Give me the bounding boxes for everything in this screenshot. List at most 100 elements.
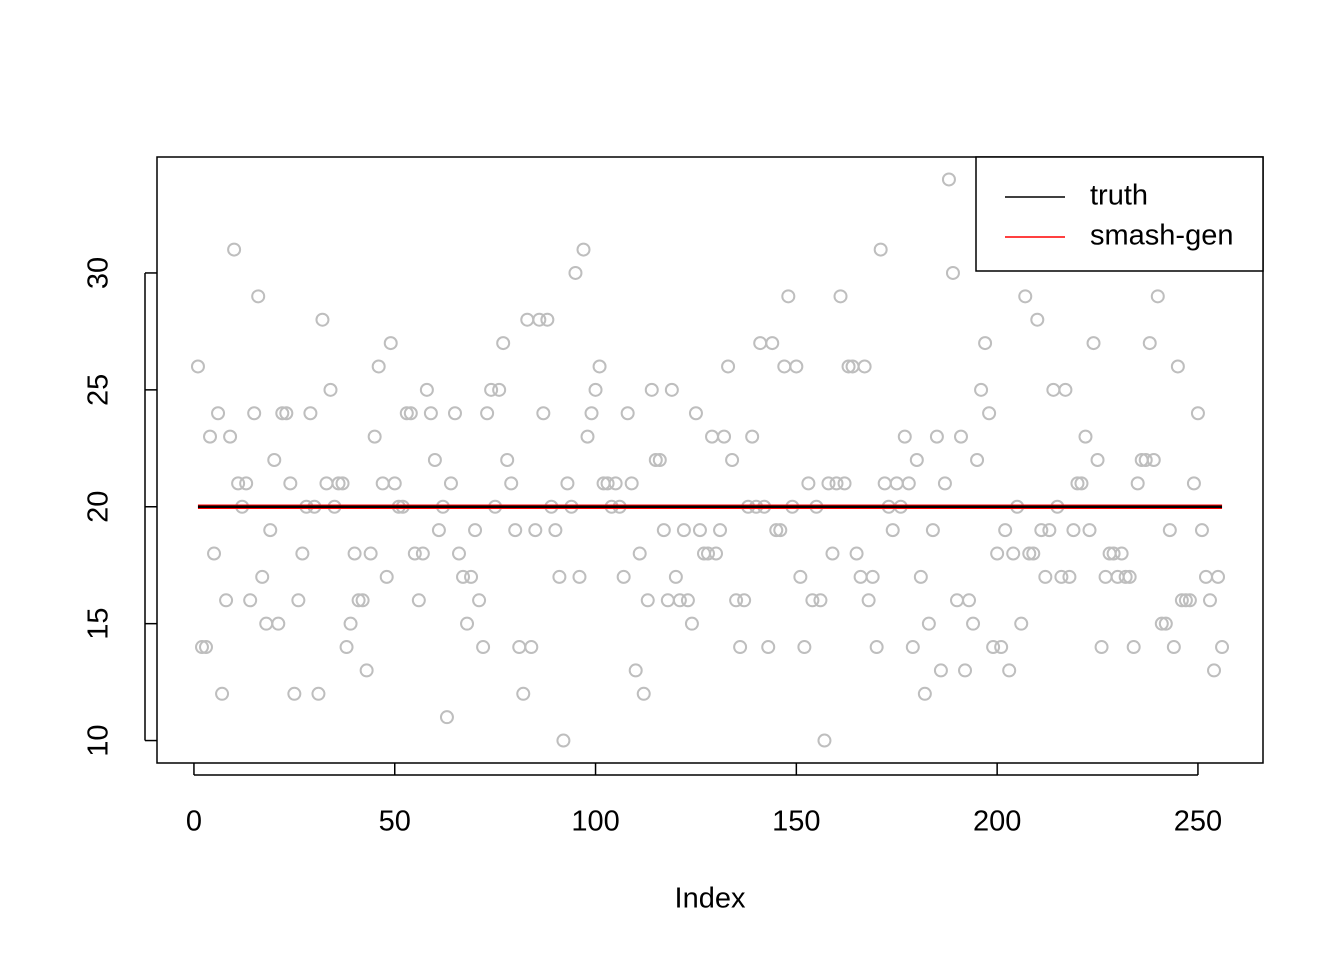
point	[480, 406, 495, 421]
point	[648, 453, 663, 467]
point	[1098, 569, 1113, 584]
point	[552, 569, 567, 584]
point	[945, 265, 960, 280]
point	[351, 593, 366, 608]
point	[1026, 546, 1041, 561]
point	[211, 406, 226, 421]
point	[962, 593, 977, 608]
legend-label: smash-gen	[1090, 220, 1233, 252]
point	[1166, 640, 1181, 655]
point	[700, 546, 715, 561]
point	[901, 476, 916, 491]
point	[556, 733, 571, 748]
point	[664, 382, 679, 397]
point	[974, 382, 989, 397]
point	[994, 640, 1009, 655]
point	[990, 546, 1005, 561]
point	[929, 429, 944, 444]
point	[773, 523, 788, 538]
point	[660, 593, 675, 608]
point	[1038, 569, 1053, 584]
point	[472, 593, 487, 608]
point	[949, 593, 964, 608]
point	[937, 476, 952, 491]
point	[1194, 523, 1209, 538]
point	[443, 476, 458, 491]
point	[215, 686, 230, 701]
point	[1150, 289, 1165, 304]
point	[1062, 569, 1077, 584]
point	[468, 523, 483, 538]
point	[251, 289, 266, 304]
point	[958, 663, 973, 678]
point	[548, 523, 563, 538]
point	[925, 523, 940, 538]
point	[1042, 523, 1057, 538]
point	[628, 663, 643, 678]
point	[869, 640, 884, 655]
point	[528, 523, 543, 538]
point	[452, 546, 467, 561]
point	[1202, 593, 1217, 608]
point	[1114, 546, 1129, 561]
point	[243, 593, 258, 608]
point	[415, 546, 430, 561]
point	[1022, 546, 1037, 561]
point	[733, 640, 748, 655]
point	[833, 289, 848, 304]
point	[1190, 406, 1205, 421]
point	[1198, 569, 1213, 584]
point	[781, 289, 796, 304]
point	[576, 242, 591, 257]
point	[295, 546, 310, 561]
point	[998, 523, 1013, 538]
point	[508, 523, 523, 538]
point	[789, 359, 804, 374]
point	[323, 382, 338, 397]
point	[672, 593, 687, 608]
point	[933, 663, 948, 678]
point	[765, 336, 780, 351]
point	[588, 382, 603, 397]
point	[190, 359, 205, 374]
point	[1046, 382, 1061, 397]
point	[1086, 336, 1101, 351]
point	[496, 336, 511, 351]
point	[1207, 663, 1222, 678]
point	[223, 429, 238, 444]
x-tick-label: 250	[1174, 806, 1222, 838]
point	[387, 476, 402, 491]
point	[1154, 616, 1169, 631]
point	[1094, 640, 1109, 655]
point	[275, 406, 290, 421]
point	[403, 406, 418, 421]
point	[1002, 663, 1017, 678]
point	[319, 476, 334, 491]
point	[1138, 453, 1153, 467]
point	[303, 406, 318, 421]
point	[797, 640, 812, 655]
point	[917, 686, 932, 701]
point	[705, 429, 720, 444]
point	[913, 569, 928, 584]
point	[1058, 382, 1073, 397]
point	[492, 382, 507, 397]
point	[873, 242, 888, 257]
point	[861, 593, 876, 608]
point	[540, 312, 555, 327]
point	[1030, 312, 1045, 327]
point	[1054, 569, 1069, 584]
point	[620, 406, 635, 421]
point	[640, 593, 655, 608]
point	[1174, 593, 1189, 608]
point	[777, 359, 792, 374]
point	[516, 686, 531, 701]
point	[464, 569, 479, 584]
point	[680, 593, 695, 608]
point	[769, 523, 784, 538]
point	[636, 686, 651, 701]
point	[753, 336, 768, 351]
point	[805, 593, 820, 608]
x-tick-label: 50	[379, 806, 411, 838]
